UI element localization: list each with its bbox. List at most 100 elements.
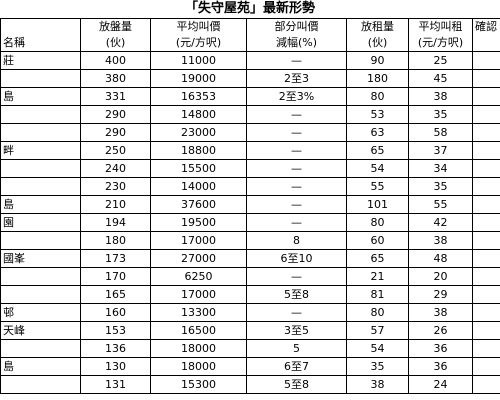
ask-price-cell: 19500	[150, 213, 247, 232]
estate-name	[0, 177, 81, 196]
rent-listings-cell: 80	[346, 213, 409, 232]
price-cut-cell: —	[246, 141, 347, 160]
listings-cell: 230	[80, 177, 151, 196]
price-cut-cell: —	[246, 267, 347, 286]
confirm-cell	[472, 51, 500, 70]
table-row: 島 130 18000 6至7 35 36	[0, 357, 500, 376]
rent-listings-cell: 54	[346, 159, 409, 178]
rent-listings-cell: 21	[346, 267, 409, 286]
price-cut-cell: 3至5	[246, 321, 347, 340]
rent-cell: 55	[408, 195, 473, 214]
table-row: 165 17000 5至8 81 29	[0, 285, 500, 304]
estate-name	[0, 105, 81, 124]
estate-name: 莊	[0, 51, 81, 70]
rent-cell: 20	[408, 267, 473, 286]
estate-name	[0, 339, 81, 358]
estate-name: 島	[0, 87, 81, 106]
estate-name	[0, 123, 81, 142]
listings-cell: 165	[80, 285, 151, 304]
confirm-cell	[472, 321, 500, 340]
estate-name: 天峰	[0, 321, 81, 340]
listings-cell: 290	[80, 123, 151, 142]
confirm-cell	[472, 231, 500, 250]
price-cut-cell: —	[246, 105, 347, 124]
ask-price-cell: 19000	[150, 69, 247, 88]
estate-name	[0, 267, 81, 286]
table-row: 園 194 19500—80 42	[0, 213, 500, 232]
rent-cell: 48	[408, 249, 473, 268]
rent-cell: 36	[408, 339, 473, 358]
confirm-cell	[472, 267, 500, 286]
header-name-blank	[0, 18, 81, 35]
listings-cell: 173	[80, 249, 151, 268]
table-row: 230 14000—55 35	[0, 177, 500, 196]
rent-listings-cell: 90	[346, 51, 409, 70]
ask-price-cell: 11000	[150, 51, 247, 70]
confirm-cell	[472, 105, 500, 124]
rent-listings-cell: 38	[346, 375, 409, 394]
rent-listings-cell: 80	[346, 303, 409, 322]
listings-cell: 331	[80, 87, 151, 106]
header-price-cut: 部分叫價	[246, 18, 347, 35]
price-cut-cell: 6至7	[246, 357, 347, 376]
rent-cell: 35	[408, 177, 473, 196]
rent-listings-cell: 80	[346, 87, 409, 106]
listings-cell: 160	[80, 303, 151, 322]
header-listings-unit: (伙)	[80, 35, 151, 52]
confirm-cell	[472, 177, 500, 196]
table-row: 380 19000 2至3 180 45	[0, 69, 500, 88]
ask-price-cell: 23000	[150, 123, 247, 142]
header-confirm: 確認	[472, 18, 500, 35]
table-row: 邨 160 13300—80 38	[0, 303, 500, 322]
ask-price-cell: 14800	[150, 105, 247, 124]
confirm-cell	[472, 69, 500, 88]
listings-cell: 194	[80, 213, 151, 232]
rent-listings-cell: 55	[346, 177, 409, 196]
price-cut-cell: 2至3%	[246, 87, 347, 106]
confirm-cell	[472, 195, 500, 214]
table-row: 290 14800—53 35	[0, 105, 500, 124]
listings-cell: 153	[80, 321, 151, 340]
rent-cell: 36	[408, 357, 473, 376]
price-cut-cell: 8	[246, 231, 347, 250]
ask-price-cell: 17000	[150, 285, 247, 304]
ask-price-cell: 14000	[150, 177, 247, 196]
estate-name	[0, 375, 81, 394]
estate-name	[0, 231, 81, 250]
header-rent: 平均叫租	[408, 18, 473, 35]
listings-cell: 290	[80, 105, 151, 124]
header-row-1: 放盤量 平均叫價 部分叫價 放租量 平均叫租 確認	[0, 18, 500, 35]
rent-listings-cell: 35	[346, 357, 409, 376]
listings-cell: 130	[80, 357, 151, 376]
price-cut-cell: —	[246, 213, 347, 232]
ask-price-cell: 6250	[150, 267, 247, 286]
rent-listings-cell: 63	[346, 123, 409, 142]
rent-cell: 45	[408, 69, 473, 88]
listings-cell: 180	[80, 231, 151, 250]
table-row: 131 15300 5至8 38 24	[0, 375, 500, 394]
listings-cell: 250	[80, 141, 151, 160]
rent-listings-cell: 101	[346, 195, 409, 214]
table-row: 170 6250—21 20	[0, 267, 500, 286]
listings-cell: 170	[80, 267, 151, 286]
header-ask-price: 平均叫價	[150, 18, 247, 35]
header-price-cut-unit: 減幅(%)	[246, 35, 347, 52]
confirm-cell	[472, 303, 500, 322]
listings-cell: 240	[80, 159, 151, 178]
estate-name	[0, 159, 81, 178]
header-name: 名稱	[0, 35, 81, 52]
ask-price-cell: 17000	[150, 231, 247, 250]
price-cut-cell: 6至10	[246, 249, 347, 268]
rent-cell: 24	[408, 375, 473, 394]
price-cut-cell: —	[246, 51, 347, 70]
table-row: 島 331 16353 2至3% 80 38	[0, 87, 500, 106]
rent-listings-cell: 54	[346, 339, 409, 358]
ask-price-cell: 16500	[150, 321, 247, 340]
confirm-cell	[472, 357, 500, 376]
estate-name: 國峯	[0, 249, 81, 268]
header-listings: 放盤量	[80, 18, 151, 35]
table-row: 天峰 153 16500 3至5 57 26	[0, 321, 500, 340]
table-row: 136 18000 5 54 36	[0, 339, 500, 358]
listings-cell: 380	[80, 69, 151, 88]
